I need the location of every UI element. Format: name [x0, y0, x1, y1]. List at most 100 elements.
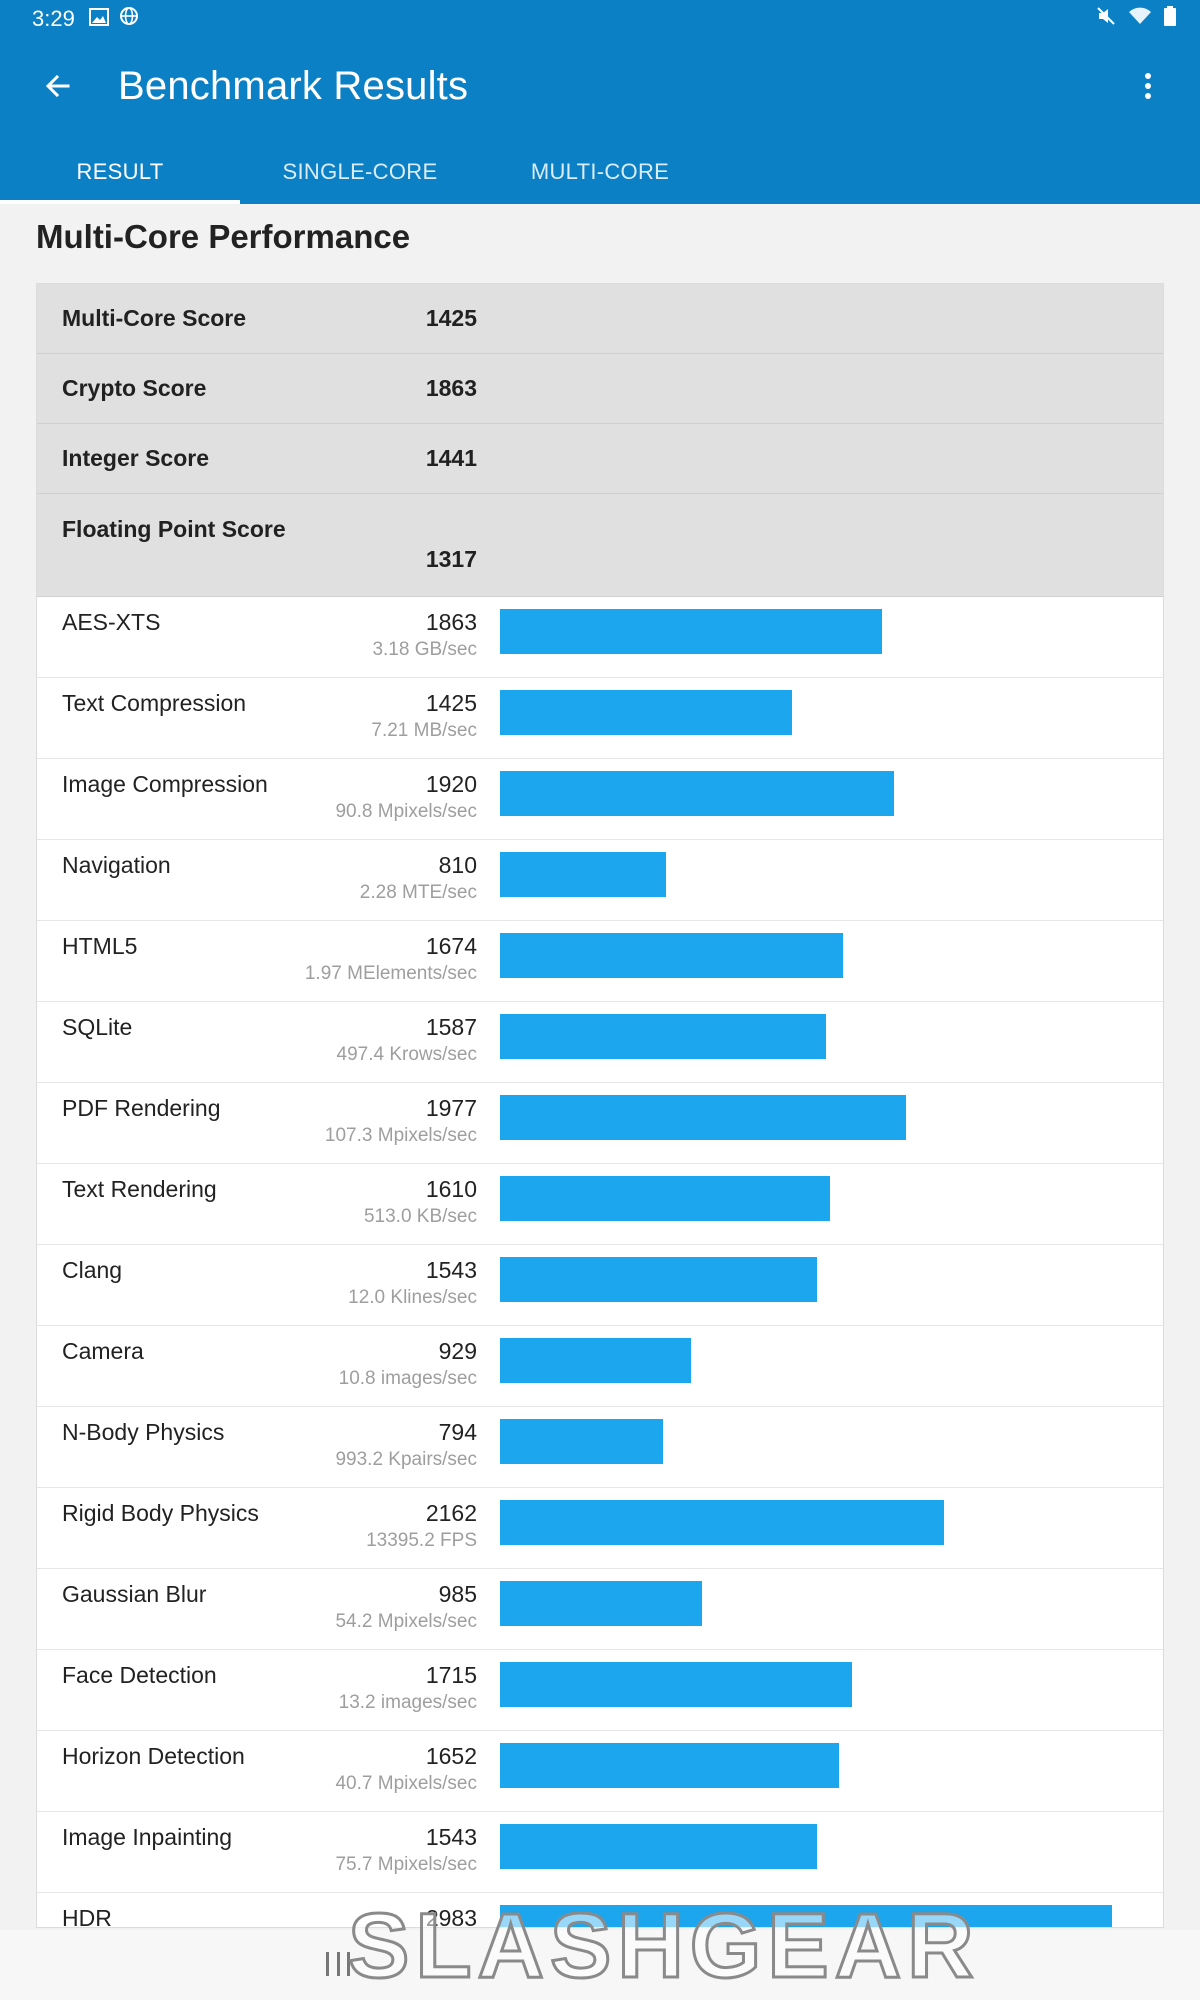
workload-rate: 10.8 images/sec: [338, 1368, 477, 1389]
workload-name: HDR: [62, 1905, 112, 1928]
tab-result[interactable]: RESULT: [0, 140, 240, 204]
workload-name: Image Inpainting: [62, 1824, 233, 1850]
status-time: 3:29: [32, 6, 75, 31]
overflow-menu-button[interactable]: [1136, 66, 1160, 106]
workload-row: PDF Rendering 1977 107.3 Mpixels/sec: [37, 1083, 1163, 1164]
workload-row: Image Compression 1920 90.8 Mpixels/sec: [37, 759, 1163, 840]
workload-rate: 75.7 Mpixels/sec: [335, 1854, 477, 1875]
workload-name: Image Compression: [62, 771, 268, 797]
wifi-icon: [1128, 6, 1152, 32]
workload-score-bar: [500, 1338, 691, 1383]
battery-icon: [1164, 6, 1176, 32]
image-icon: [88, 6, 109, 32]
workload-name: Rigid Body Physics: [62, 1500, 259, 1526]
summary-row-floating-point: Floating Point Score 1317: [37, 494, 1163, 597]
workload-rate: 497.4 Krows/sec: [336, 1044, 477, 1065]
workload-rate: 993.2 Kpairs/sec: [335, 1449, 477, 1470]
overflow-menu-icon: [1145, 73, 1151, 99]
workload-score: 794: [438, 1419, 477, 1445]
workload-row: AES-XTS 1863 3.18 GB/sec: [37, 597, 1163, 678]
workload-name: Text Compression: [62, 690, 247, 716]
workload-row: Rigid Body Physics 2162 13395.2 FPS: [37, 1488, 1163, 1569]
summary-row-crypto: Crypto Score 1863: [37, 354, 1163, 424]
workload-score: 2162: [425, 1500, 477, 1526]
summary-value: 1317: [425, 546, 477, 572]
summary-row-multi-core: Multi-Core Score 1425: [37, 284, 1163, 354]
workload-row: Image Inpainting 1543 75.7 Mpixels/sec: [37, 1812, 1163, 1893]
workload-list: AES-XTS 1863 3.18 GB/sec Text Compression 14…: [37, 597, 1163, 1928]
recent-apps-icon: [326, 1952, 329, 1976]
results-card: Multi-Core Score 1425 Crypto Score 1863 …: [36, 283, 1164, 1928]
workload-score: 1543: [425, 1824, 477, 1850]
summary-value: 1863: [425, 375, 477, 401]
toolbar: Benchmark Results: [0, 50, 1200, 122]
summary-label: Floating Point Score: [62, 516, 286, 542]
tab-multi-core[interactable]: MULTI-CORE: [530, 159, 670, 184]
page-title: Benchmark Results: [118, 63, 469, 108]
workload-score-bar: [500, 1419, 663, 1464]
workload-score-bar: [500, 1824, 817, 1869]
back-button[interactable]: [38, 66, 78, 106]
navigation-bar: [0, 1930, 1200, 2000]
workload-score: 1652: [425, 1743, 477, 1769]
workload-rate: 12.0 Klines/sec: [348, 1287, 477, 1308]
globe-icon: [119, 6, 139, 32]
workload-score: 1543: [425, 1257, 477, 1283]
workload-name: HTML5: [62, 933, 138, 959]
workload-name: Camera: [62, 1338, 144, 1364]
workload-score-bar: [500, 1176, 830, 1221]
workload-name: Text Rendering: [62, 1176, 217, 1202]
workload-name: Clang: [62, 1257, 123, 1283]
workload-name: PDF Rendering: [62, 1095, 221, 1121]
workload-score: 1674: [425, 933, 477, 959]
workload-score: 1587: [425, 1014, 477, 1040]
summary-value: 1425: [425, 305, 477, 331]
workload-rate: 3.18 GB/sec: [372, 639, 477, 660]
mute-icon: [1096, 6, 1116, 32]
workload-name: Horizon Detection: [62, 1743, 245, 1769]
workload-score-bar: [500, 1095, 906, 1140]
workload-row: HDR 2983: [37, 1893, 1163, 1928]
workload-score-bar: [500, 1014, 826, 1059]
section-title: Multi-Core Performance: [36, 218, 411, 255]
workload-rate: 1.97 MElements/sec: [304, 963, 477, 984]
summary-value: 1441: [425, 445, 477, 471]
workload-row: SQLite 1587 497.4 Krows/sec: [37, 1002, 1163, 1083]
tab-single-core[interactable]: SINGLE-CORE: [282, 159, 438, 184]
workload-score-bar: [500, 609, 882, 654]
workload-name: Face Detection: [62, 1662, 217, 1688]
workload-score: 1863: [425, 609, 477, 635]
tab-bar: RESULT SINGLE-CORE MULTI-CORE: [0, 140, 1200, 204]
summary-label: Integer Score: [62, 445, 209, 471]
workload-row: Text Rendering 1610 513.0 KB/sec: [37, 1164, 1163, 1245]
recent-apps-button[interactable]: [326, 1952, 350, 1978]
workload-score-bar: [500, 1662, 852, 1707]
workload-score-bar: [500, 933, 843, 978]
workload-score: 1715: [425, 1662, 477, 1688]
summary-label: Crypto Score: [62, 375, 207, 401]
workload-row: Camera 929 10.8 images/sec: [37, 1326, 1163, 1407]
workload-score-bar: [500, 1905, 1112, 1927]
workload-score-bar: [500, 852, 666, 897]
workload-score: 1610: [425, 1176, 477, 1202]
workload-row: HTML5 1674 1.97 MElements/sec: [37, 921, 1163, 1002]
workload-row: N-Body Physics 794 993.2 Kpairs/sec: [37, 1407, 1163, 1488]
workload-row: Navigation 810 2.28 MTE/sec: [37, 840, 1163, 921]
workload-name: N-Body Physics: [62, 1419, 225, 1445]
workload-score: 810: [438, 852, 477, 878]
workload-name: Gaussian Blur: [62, 1581, 207, 1607]
workload-rate: 2.28 MTE/sec: [359, 882, 477, 903]
workload-rate: 7.21 MB/sec: [371, 720, 477, 741]
workload-score-bar: [500, 1500, 944, 1545]
app-bar: 3:29 Benchmark Results RESULT: [0, 0, 1200, 204]
workload-score: 1977: [425, 1095, 477, 1121]
workload-score-bar: [500, 1581, 702, 1626]
workload-score: 1920: [425, 771, 477, 797]
workload-score: 1425: [425, 690, 477, 716]
workload-name: Navigation: [62, 852, 171, 878]
watermark-text: SLASHGEAR: [348, 1895, 980, 1995]
workload-score-bar: [500, 690, 792, 735]
workload-row: Clang 1543 12.0 Klines/sec: [37, 1245, 1163, 1326]
workload-rate: 13.2 images/sec: [338, 1692, 477, 1713]
status-bar: 3:29: [0, 0, 1200, 38]
